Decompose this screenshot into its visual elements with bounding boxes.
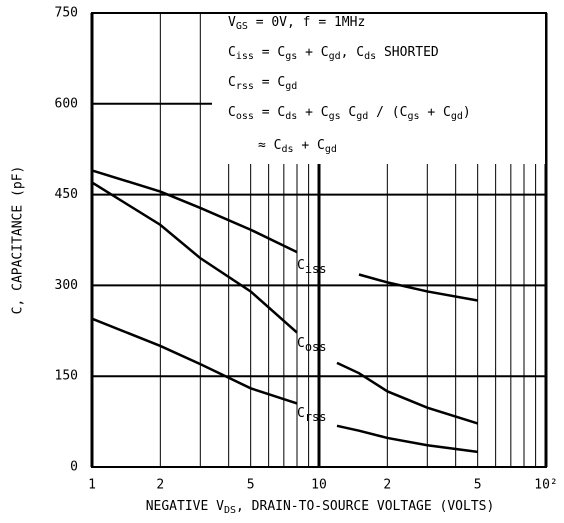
annotation: ≈ Cds + Cgd	[258, 138, 337, 156]
text-part: , C	[341, 45, 364, 60]
text-part: SHORTED	[376, 45, 439, 60]
text-part: = C	[254, 45, 285, 60]
annotation: Ciss = Cgs + Cgd, Cds SHORTED	[228, 45, 439, 63]
series-label: Coss	[297, 336, 327, 354]
x-tick-label: 2	[156, 478, 164, 493]
text-part: + C	[297, 45, 328, 60]
subscript: ds	[281, 144, 293, 155]
text-part: + C	[297, 105, 328, 120]
text-part: + C	[294, 138, 325, 153]
annotation: Coss = Cds + Cgs Cgd / (Cgs + Cgd)	[228, 105, 471, 123]
text-part: = C	[254, 105, 285, 120]
subscript: ds	[285, 111, 297, 122]
subscript: iss	[305, 262, 327, 276]
text-part: C	[228, 105, 236, 120]
series-line	[91, 317, 478, 454]
x-tick-label: 1	[88, 478, 96, 493]
subscript: gs	[285, 51, 297, 62]
text-part: ≈ C	[258, 138, 281, 153]
text-part: , DRAIN-TO-SOURCE VOLTAGE (VOLTS)	[236, 499, 494, 514]
text-part: C	[297, 336, 305, 351]
subscript: gd	[329, 51, 341, 62]
subscript: oss	[236, 111, 254, 122]
plot-frame	[91, 12, 547, 468]
subscript: oss	[305, 340, 327, 354]
text-part: / (C	[368, 105, 407, 120]
y-tick-label: 300	[55, 278, 78, 293]
y-axis-title: C, CAPACITANCE (pF)	[11, 166, 26, 315]
annotation-box	[212, 12, 546, 164]
annotation: Crss = Cgd	[228, 75, 297, 93]
x-tick-label: 10	[311, 478, 327, 493]
y-tick-label: 600	[55, 96, 78, 111]
text-part: = C	[254, 75, 285, 90]
subscript: iss	[236, 51, 254, 62]
series-label: Crss	[297, 406, 327, 424]
subscript: gs	[407, 111, 419, 122]
text-part: C	[228, 75, 236, 90]
text-part: C	[297, 258, 305, 273]
annotation: VGS = 0V, f = 1MHz	[228, 15, 365, 33]
subscript: GS	[236, 21, 248, 32]
text-part: = 0V, f = 1MHz	[248, 15, 365, 30]
text-part: C	[228, 45, 236, 60]
x-tick-label: 2	[383, 478, 391, 493]
x-tick-label: 10²	[534, 478, 557, 493]
x-tick-label: 5	[247, 478, 255, 493]
subscript: ds	[364, 51, 376, 62]
series-label: Ciss	[297, 258, 327, 276]
subscript: DS	[224, 505, 236, 516]
x-axis-title: NEGATIVE VDS, DRAIN-TO-SOURCE VOLTAGE (V…	[146, 499, 495, 517]
y-tick-label: 0	[70, 460, 78, 475]
text-part: + C	[420, 105, 451, 120]
subscript: gs	[329, 111, 341, 122]
subscript: rss	[305, 410, 327, 424]
series-line	[91, 181, 479, 425]
text-part: C	[297, 406, 305, 421]
series-line	[91, 169, 478, 302]
subscript: gd	[451, 111, 463, 122]
text-part: C	[341, 105, 357, 120]
subscript: rss	[236, 81, 254, 92]
subscript: gd	[285, 81, 297, 92]
y-tick-label: 150	[55, 369, 78, 384]
y-tick-label: 750	[55, 6, 78, 21]
x-tick-label: 5	[474, 478, 482, 493]
text-part: )	[463, 105, 471, 120]
text-part: V	[228, 15, 236, 30]
subscript: gd	[356, 111, 368, 122]
y-tick-label: 450	[55, 187, 78, 202]
subscript: gd	[325, 144, 337, 155]
text-part: NEGATIVE V	[146, 499, 224, 514]
